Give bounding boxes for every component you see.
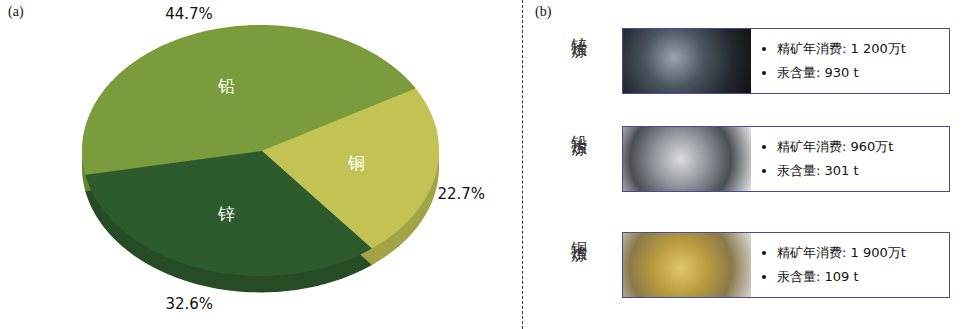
html-text:(b): (b) <box>535 4 552 19</box>
html-text:精矿年消费: 960万t: 精矿年消费: 960万t <box>777 139 894 154</box>
html-text:汞含量: 301 t: 汞含量: 301 t <box>777 163 859 178</box>
svg-text:22.7%: 22.7% <box>437 185 485 203</box>
svg-text:锌: 锌 <box>217 204 235 224</box>
html-text:精矿年消费: 1 900万t: 精矿年消费: 1 900万t <box>777 245 906 260</box>
svg-text:32.6%: 32.6% <box>165 295 213 313</box>
html-text:精矿年消费: 1 200万t: 精矿年消费: 1 200万t <box>777 41 906 56</box>
html-text:(a): (a) <box>8 4 24 19</box>
html-text:汞含量: 930 t: 汞含量: 930 t <box>777 65 859 80</box>
svg-text:铜: 铜 <box>347 153 365 173</box>
svg-text:44.7%: 44.7% <box>165 5 213 23</box>
html-text:锌冶炼: 锌冶炼 <box>570 24 589 33</box>
html-text:汞含量: 109 t: 汞含量: 109 t <box>777 269 859 284</box>
html-text:铜冶炼: 铜冶炼 <box>570 228 589 237</box>
svg-text:铅: 铅 <box>217 76 235 96</box>
html-text:铅冶炼: 铅冶炼 <box>570 122 589 131</box>
